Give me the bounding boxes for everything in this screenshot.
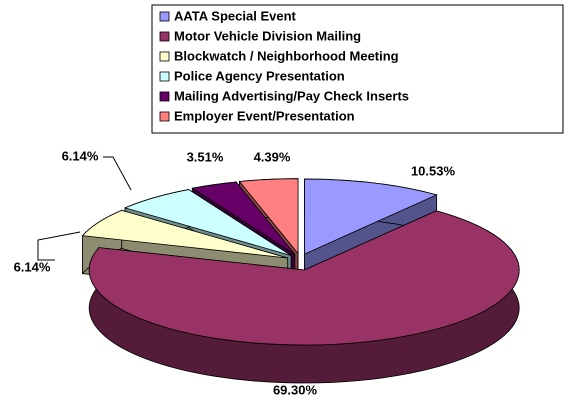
pie-slice <box>191 181 296 255</box>
pie-slice <box>238 178 299 255</box>
legend-label: Blockwatch / Neighborhood Meeting <box>174 48 399 63</box>
pie-slice <box>81 209 288 259</box>
legend-swatch <box>159 31 170 42</box>
legend-swatch <box>159 91 170 102</box>
legend-swatch <box>159 71 170 82</box>
leader-line <box>103 156 132 191</box>
legend-label: AATA Special Event <box>174 8 297 23</box>
legend-label: Mailing Advertising/Pay Check Inserts <box>174 88 409 103</box>
legend-label: Police Agency Presentation <box>174 68 345 83</box>
data-label: 6.14% <box>62 148 99 163</box>
leader-line <box>37 231 81 261</box>
legend-swatch <box>159 51 170 62</box>
data-label: 3.51% <box>187 149 224 164</box>
legend-swatch <box>159 111 170 122</box>
data-label: 10.53% <box>411 163 456 178</box>
legend-box <box>151 4 564 134</box>
legend-label: Motor Vehicle Division Mailing <box>174 28 361 43</box>
legend-label: Employer Event/Presentation <box>174 108 355 123</box>
pie-slice <box>123 189 292 256</box>
data-label: 69.30% <box>273 382 318 397</box>
pie-tops <box>81 178 520 346</box>
data-label: 4.39% <box>254 149 291 164</box>
pie-slice <box>304 178 438 255</box>
legend-swatch <box>159 11 170 22</box>
data-label: 6.14% <box>14 259 51 274</box>
pie-slice <box>88 210 520 346</box>
